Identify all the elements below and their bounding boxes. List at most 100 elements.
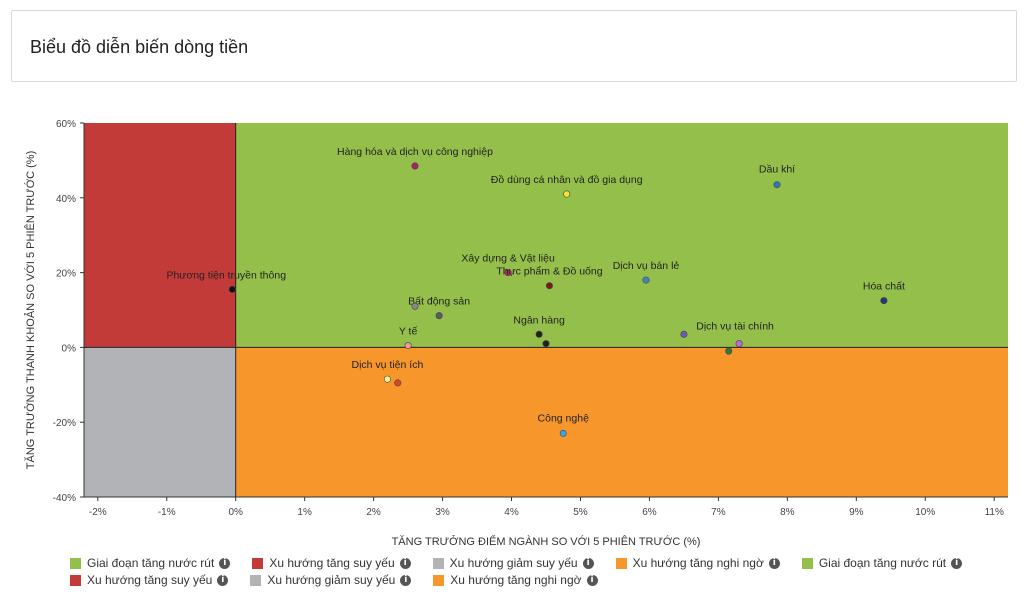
data-point bbox=[773, 181, 781, 189]
x-tick-label: 7% bbox=[711, 507, 726, 518]
legend-row: Xu hướng tăng suy yếu i Xu hướng giảm suy … bbox=[70, 572, 1010, 588]
data-point bbox=[559, 429, 567, 437]
info-icon[interactable]: i bbox=[951, 557, 963, 569]
info-icon[interactable]: i bbox=[400, 574, 412, 586]
quadrant-top-left bbox=[84, 123, 236, 348]
x-axis-label: TĂNG TRƯỞNG ĐIỂM NGÀNH SO VỚI 5 PHIÊN TR… bbox=[392, 535, 701, 548]
data-point-label: Phương tiện truyền thông bbox=[166, 269, 286, 281]
quadrant-backgrounds bbox=[84, 123, 1009, 497]
x-tick-label: 6% bbox=[642, 507, 657, 518]
legend-label: Xu hướng tăng nghi ngờ bbox=[632, 556, 764, 570]
data-point bbox=[542, 340, 550, 348]
y-tick-label: 20% bbox=[56, 269, 76, 280]
x-tick-label: 1% bbox=[297, 507, 312, 518]
legend-swatch bbox=[801, 557, 813, 569]
data-point bbox=[880, 297, 888, 305]
info-icon[interactable]: i bbox=[219, 557, 231, 569]
y-tick-label: 40% bbox=[56, 194, 76, 205]
info-icon[interactable]: i bbox=[586, 574, 598, 586]
x-tick-label: 0% bbox=[228, 507, 243, 518]
legend-item[interactable]: Xu hướng tăng suy yếu i bbox=[252, 555, 411, 571]
x-tick-label: 2% bbox=[366, 507, 381, 518]
legend-swatch bbox=[70, 574, 81, 586]
legend-swatch bbox=[70, 557, 81, 569]
data-point bbox=[680, 330, 688, 338]
data-point bbox=[504, 269, 512, 277]
y-tick-label: -20% bbox=[53, 418, 76, 429]
data-point bbox=[563, 190, 571, 198]
x-tick-label: 8% bbox=[780, 507, 795, 518]
x-tick-label: -1% bbox=[158, 507, 176, 518]
legend-swatch bbox=[433, 574, 445, 586]
data-point-label: Hàng hóa và dịch vụ công nghiệp bbox=[337, 146, 493, 158]
data-point bbox=[411, 162, 419, 170]
y-tick-label: 60% bbox=[56, 119, 76, 130]
x-tick-label: 11% bbox=[985, 507, 1004, 518]
data-point-label: Dịch vụ tiện ích bbox=[352, 359, 424, 371]
x-tick-label: 9% bbox=[849, 507, 864, 518]
data-point-label: Dầu khí bbox=[759, 164, 795, 176]
x-tick-label: 3% bbox=[435, 507, 450, 518]
quadrant-bottom-right bbox=[235, 347, 1009, 497]
x-tick-label: -2% bbox=[89, 507, 107, 518]
x-tick-label: 10% bbox=[915, 507, 935, 518]
data-point-label: Công nghệ bbox=[538, 412, 590, 424]
data-point-label: Ngân hàng bbox=[513, 314, 565, 326]
y-tick-label: 0% bbox=[62, 343, 77, 354]
data-point bbox=[228, 285, 236, 293]
chart-points: Hàng hóa và dịch vụ công nghiệp Đồ dùng c… bbox=[166, 146, 905, 437]
legend-item[interactable]: Xu hướng tăng suy yếu i bbox=[70, 572, 229, 588]
legend-item[interactable]: Giai đoạn tăng nước rút i bbox=[70, 555, 231, 571]
info-icon[interactable]: i bbox=[399, 557, 411, 569]
legend-label: Giai đoạn tăng nước rút bbox=[87, 556, 215, 570]
data-point-label: Bất động sản bbox=[408, 296, 470, 308]
legend-swatch bbox=[250, 574, 262, 586]
data-point bbox=[383, 375, 391, 383]
legend-label: Xu hướng tăng nghi ngờ bbox=[450, 573, 582, 587]
chart-title-card: Biểu đồ diễn biến dòng tiền bbox=[11, 10, 1017, 82]
legend-label: Xu hướng giảm suy yếu bbox=[267, 573, 396, 587]
data-point bbox=[535, 330, 543, 338]
chart-legend: Giai đoạn tăng nước rút i Xu hướng tăng su… bbox=[70, 555, 1010, 589]
legend-swatch bbox=[615, 557, 627, 569]
cash-flow-scatter-chart: -40% -20% 0% 20% 40% 60% -2% -1% 0% 1% 2% 3% 4% 5% 6% 7… bbox=[24, 119, 1009, 548]
data-point bbox=[411, 302, 419, 310]
legend-swatch bbox=[252, 557, 264, 569]
legend-item[interactable]: Xu hướng giảm suy yếu i bbox=[250, 572, 412, 588]
data-point bbox=[642, 276, 650, 284]
data-point-label: Dịch vụ tài chính bbox=[696, 321, 774, 333]
data-point bbox=[404, 342, 412, 350]
x-tick-label: 4% bbox=[504, 507, 519, 518]
data-point bbox=[394, 379, 402, 387]
quadrant-bottom-left bbox=[84, 347, 236, 497]
chart-axes: -40% -20% 0% 20% 40% 60% -2% -1% 0% 1% 2% 3% 4% 5% 6% 7… bbox=[53, 119, 1008, 518]
legend-label: Xu hướng tăng suy yếu bbox=[269, 556, 395, 570]
data-point-label: Y tế bbox=[399, 326, 418, 338]
legend-item[interactable]: Giai đoạn tăng nước rút i bbox=[801, 555, 963, 571]
quadrant-top-right bbox=[235, 123, 1009, 348]
info-icon[interactable]: i bbox=[217, 574, 229, 586]
y-axis-label: TĂNG TRƯỞNG THANH KHOẢN SO VỚI 5 PHIÊN T… bbox=[24, 151, 37, 469]
data-point bbox=[545, 282, 553, 290]
data-point bbox=[435, 312, 443, 320]
x-tick-label: 5% bbox=[573, 507, 588, 518]
data-point-label: Xây dựng & Vật liệu bbox=[461, 253, 555, 265]
legend-item[interactable]: Xu hướng giảm suy yếu i bbox=[432, 555, 594, 571]
data-point-label: Dịch vụ bán lẻ bbox=[613, 260, 680, 272]
info-icon[interactable]: i bbox=[768, 557, 780, 569]
legend-item[interactable]: Xu hướng tăng nghi ngờ i bbox=[615, 555, 780, 571]
data-point bbox=[735, 340, 743, 348]
legend-item[interactable]: Xu hướng tăng nghi ngờ i bbox=[433, 572, 598, 588]
legend-label: Xu hướng tăng suy yếu bbox=[87, 573, 213, 587]
y-tick-label: -40% bbox=[53, 493, 76, 504]
legend-swatch bbox=[432, 557, 444, 569]
data-point-label: Đồ dùng cá nhân và đồ gia dụng bbox=[491, 174, 643, 186]
data-point-label: Thực phẩm & Đồ uống bbox=[496, 266, 602, 278]
legend-row: Giai đoạn tăng nước rút i Xu hướng tăng su… bbox=[70, 555, 1010, 571]
legend-label: Xu hướng giảm suy yếu bbox=[449, 556, 578, 570]
page-title: Biểu đồ diễn biến dòng tiền bbox=[30, 37, 249, 57]
legend-label: Giai đoạn tăng nước rút bbox=[818, 556, 947, 570]
data-point bbox=[725, 347, 733, 355]
info-icon[interactable]: i bbox=[582, 557, 594, 569]
data-point-label: Hóa chất bbox=[863, 281, 905, 293]
